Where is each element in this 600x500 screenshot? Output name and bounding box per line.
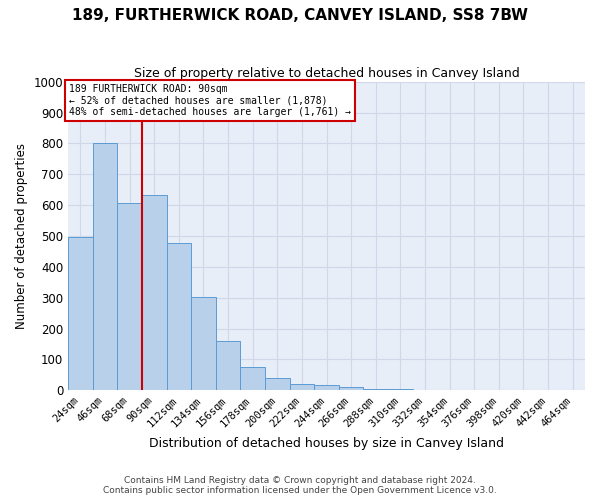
Bar <box>364 388 388 390</box>
Text: 189, FURTHERWICK ROAD, CANVEY ISLAND, SS8 7BW: 189, FURTHERWICK ROAD, CANVEY ISLAND, SS… <box>72 8 528 22</box>
Bar <box>92 144 117 390</box>
Bar <box>241 367 265 390</box>
Bar <box>68 237 92 390</box>
Bar <box>167 244 191 390</box>
Bar <box>314 384 339 390</box>
Bar <box>191 297 216 390</box>
Bar <box>117 202 142 390</box>
Bar <box>290 384 314 390</box>
Bar <box>339 387 364 390</box>
Text: 189 FURTHERWICK ROAD: 90sqm
← 52% of detached houses are smaller (1,878)
48% of : 189 FURTHERWICK ROAD: 90sqm ← 52% of det… <box>69 84 351 117</box>
X-axis label: Distribution of detached houses by size in Canvey Island: Distribution of detached houses by size … <box>149 437 504 450</box>
Title: Size of property relative to detached houses in Canvey Island: Size of property relative to detached ho… <box>134 68 520 80</box>
Bar <box>142 195 167 390</box>
Text: Contains HM Land Registry data © Crown copyright and database right 2024.
Contai: Contains HM Land Registry data © Crown c… <box>103 476 497 495</box>
Y-axis label: Number of detached properties: Number of detached properties <box>15 143 28 329</box>
Bar <box>216 340 241 390</box>
Bar <box>265 378 290 390</box>
